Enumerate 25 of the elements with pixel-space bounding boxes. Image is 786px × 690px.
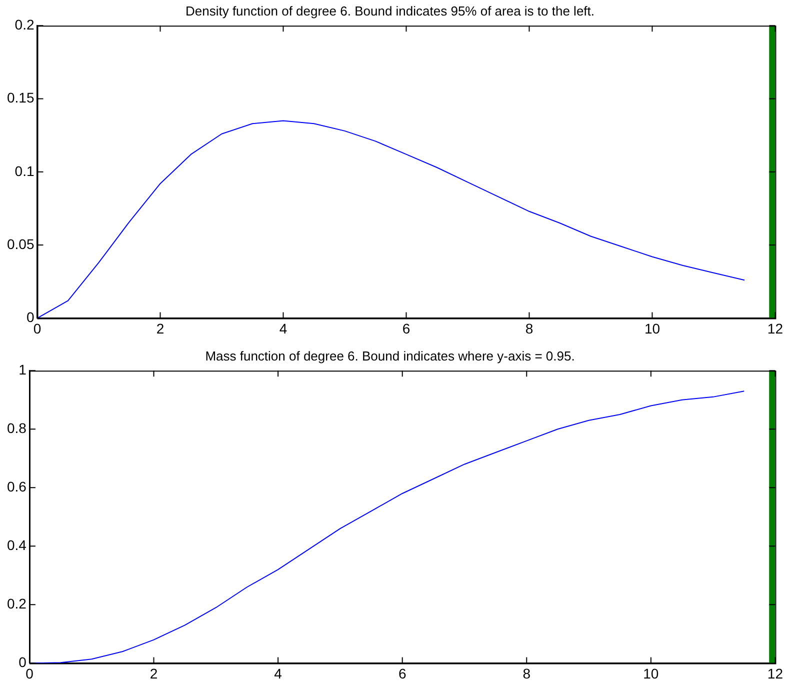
y-tick-label: 0.4 [6,537,27,554]
y-tick-label: 0.2 [6,596,27,612]
x-tick-label: 8 [525,320,534,336]
x-tick-label: 12 [767,320,784,336]
x-tick-label: 6 [402,320,410,336]
x-tick-label: 8 [522,665,531,682]
y-tick-label: 1 [18,361,27,378]
x-tick-label: 4 [274,665,282,682]
x-tick-label: 2 [150,665,158,682]
y-tick-label: 0.6 [6,478,27,494]
chart-title: Density function of degree 6. Bound indicates 95% of area is to the left. [185,3,595,18]
y-tick-label: 0.05 [7,236,34,252]
y-tick-label: 0.1 [14,162,34,179]
y-tick-label: 0 [26,309,34,326]
chart-title: Mass function of degree 6. Bound indicates where y-axis = 0.95. [205,348,575,364]
x-tick-label: 10 [644,320,660,336]
x-tick-label: 4 [279,320,288,336]
y-tick-label: 0.15 [7,90,34,106]
x-tick-label: 10 [643,665,659,682]
y-tick-label: 0 [18,654,27,670]
x-tick-label: 6 [398,665,406,682]
y-tick-label: 0.8 [6,420,27,436]
y-tick-label: 0.2 [14,16,34,32]
x-tick-label: 12 [767,665,784,682]
x-tick-label: 2 [156,320,164,336]
